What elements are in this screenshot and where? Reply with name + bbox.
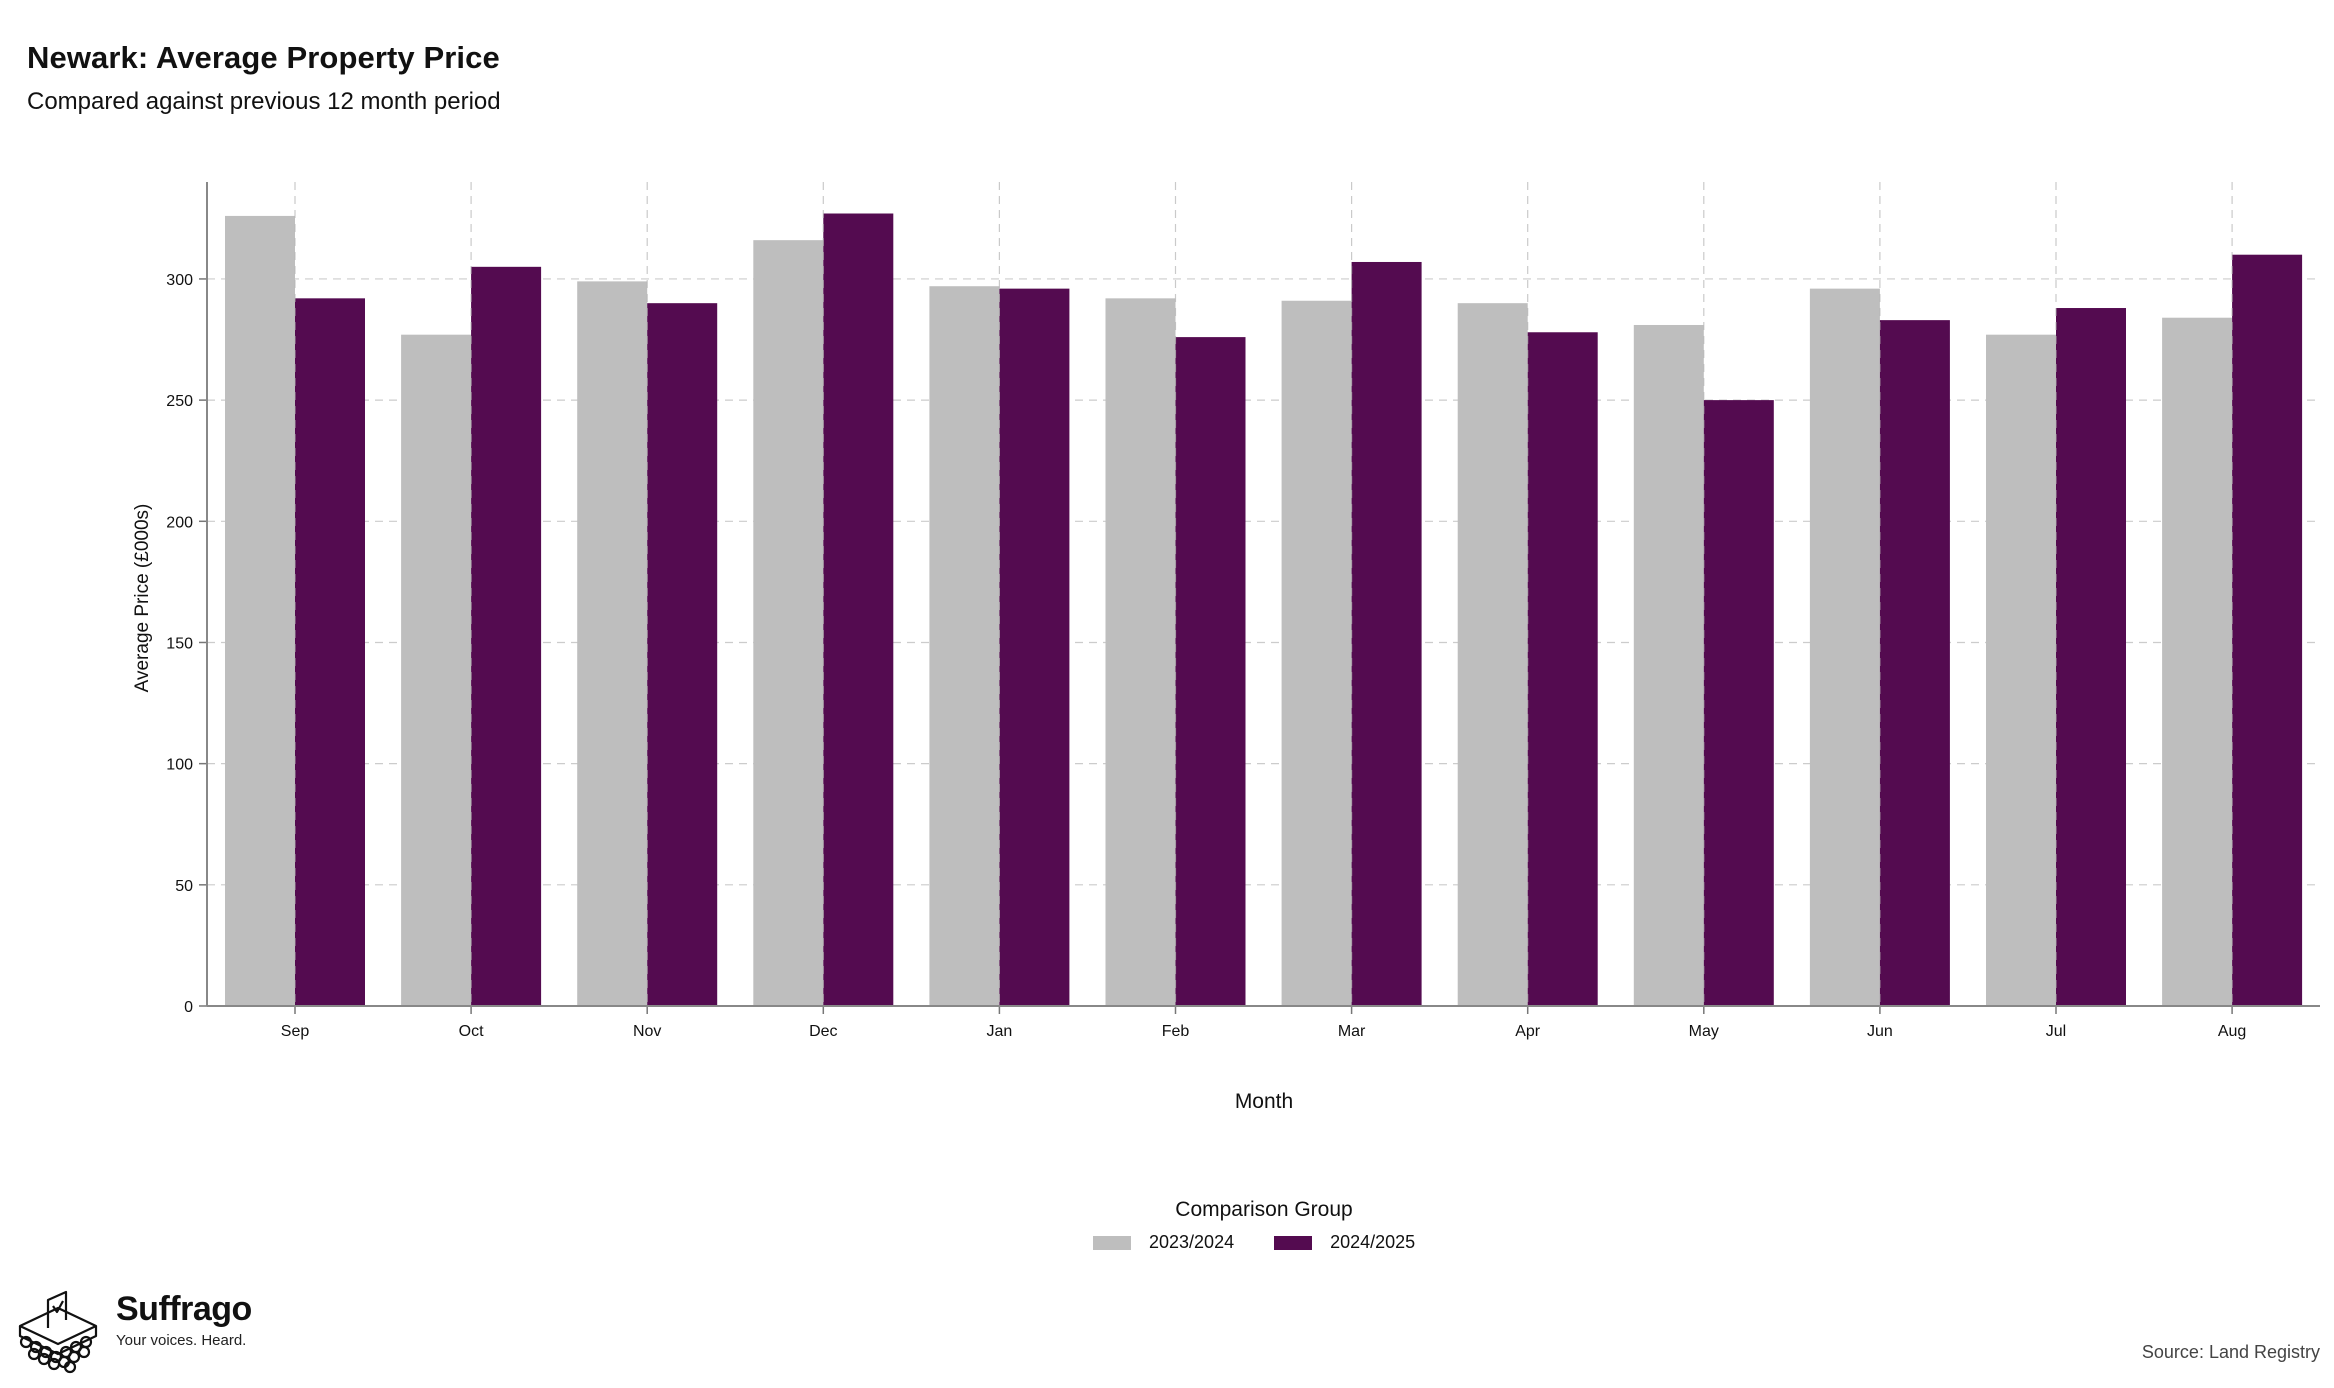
bar-aug-2024-2025 — [2232, 254, 2303, 1007]
bar-apr-2023-2024 — [1457, 303, 1528, 1006]
x-tick-label: Sep — [281, 1023, 310, 1040]
x-tick-label: Oct — [459, 1023, 484, 1040]
grid-lines — [207, 278, 2320, 886]
x-tick-label: Aug — [2218, 1023, 2246, 1040]
bar-jul-2024-2025 — [2056, 308, 2126, 1006]
y-tick-label: 0 — [184, 999, 193, 1016]
legend-item-2023-2024: 2023/2024 — [1093, 1232, 1234, 1253]
bar-jan-2023-2024 — [929, 286, 1000, 1006]
bar-dec-2024-2025 — [823, 213, 894, 1007]
bar-nov-2023-2024 — [577, 281, 648, 1006]
brand-tagline: Your voices. Heard. — [116, 1332, 247, 1349]
bar-jan-2024-2025 — [999, 288, 1070, 1007]
legend-label-2024-2025: 2024/2025 — [1330, 1232, 1416, 1252]
chart-title: Newark: Average Property Price — [27, 40, 500, 75]
bar-oct-2024-2025 — [471, 266, 542, 1007]
y-axis-label: Average Price (£000s) — [132, 504, 153, 693]
bar-jun-2024-2025 — [1879, 320, 1950, 1006]
x-tick-label: Mar — [1338, 1023, 1366, 1040]
x-tick-label: Jun — [1867, 1023, 1893, 1040]
y-tick-label: 50 — [175, 878, 193, 895]
bar-apr-2024-2025 — [1527, 332, 1598, 1007]
bar-chart: 0 50 100 150 200 250 300 Sep Oct Nov Dec Jan Feb Mar A… — [132, 182, 2320, 1113]
bar-feb-2024-2025 — [1175, 337, 1246, 1006]
x-axis-label: Month — [1235, 1090, 1293, 1113]
bar-mar-2024-2025 — [1351, 261, 1422, 1007]
x-tick-label: Feb — [1162, 1023, 1190, 1040]
axes — [199, 182, 2320, 1014]
legend-item-2024-2025: 2024/2025 — [1274, 1232, 1415, 1253]
y-tick-label: 150 — [166, 635, 193, 652]
x-tick-label: Apr — [1515, 1023, 1541, 1040]
vertical-grid-lines — [294, 182, 2233, 1006]
source-note: Source: Land Registry — [2141, 1342, 2320, 1362]
y-tick-label: 300 — [166, 272, 193, 289]
suffrago-logo: Suffrago Your voices. Heard. — [14, 1290, 252, 1374]
bar-may-2024-2025 — [1703, 400, 1774, 1006]
x-tick-label: May — [1689, 1023, 1719, 1040]
bars — [225, 213, 2303, 1007]
bar-sep-2024-2025 — [295, 298, 365, 1006]
chart-subtitle: Compared against previous 12 month perio… — [27, 88, 501, 115]
y-tick-label: 200 — [166, 514, 193, 531]
bar-aug-2023-2024 — [2162, 317, 2233, 1006]
legend-label-2023-2024: 2023/2024 — [1149, 1232, 1235, 1252]
y-tick-label: 100 — [166, 757, 193, 774]
bar-mar-2023-2024 — [1281, 300, 1352, 1006]
x-tick-label: Nov — [633, 1023, 661, 1040]
x-tick-label: Dec — [809, 1023, 837, 1040]
bar-oct-2023-2024 — [401, 334, 472, 1006]
bar-sep-2023-2024 — [225, 215, 295, 1006]
bar-jun-2023-2024 — [1809, 288, 1880, 1007]
bar-dec-2023-2024 — [753, 240, 824, 1007]
bar-may-2023-2024 — [1633, 324, 1704, 1006]
x-tick-label: Jan — [987, 1023, 1013, 1040]
x-tick-label: Jul — [2046, 1023, 2066, 1040]
bar-jul-2023-2024 — [1986, 334, 2056, 1006]
y-tick-label: 250 — [166, 393, 193, 410]
legend: 2023/2024 2024/2025 — [1093, 1232, 1455, 1253]
legend-swatch-2023-2024 — [1093, 1235, 1131, 1250]
ballot-box-icon — [18, 1290, 98, 1374]
legend-swatch-2024-2025 — [1274, 1235, 1313, 1250]
bar-feb-2023-2024 — [1105, 298, 1176, 1006]
bar-nov-2024-2025 — [647, 303, 718, 1006]
brand-name: Suffrago — [116, 1290, 252, 1328]
legend-title: Comparison Group — [1175, 1198, 1353, 1221]
tick-labels: 0 50 100 150 200 250 300 Sep Oct Nov Dec Jan Feb Mar A… — [166, 272, 2246, 1040]
